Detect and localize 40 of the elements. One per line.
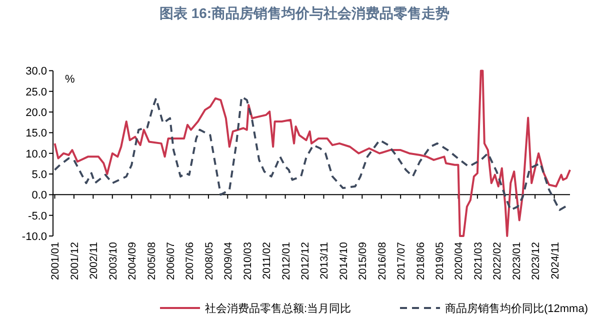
x-tick-label: 2016/08 (376, 242, 388, 280)
x-tick-label: 2011/02 (261, 242, 274, 280)
y-tick-label: 20.0 (26, 107, 47, 120)
x-tick-label: 2022/02 (492, 242, 504, 280)
x-tick-label: 2007/06 (184, 242, 196, 280)
x-tick-label: 2023/12 (530, 242, 542, 280)
x-tick-label: 2013/11 (318, 242, 331, 280)
x-tick-label: 2012/01 (280, 242, 292, 280)
x-tick-label: 2009/04 (222, 242, 235, 280)
x-tick-label: 2012/12 (300, 242, 312, 280)
x-tick-label: 2023/01 (510, 242, 523, 280)
y-tick-label: -5.0 (28, 210, 47, 222)
y-tick-label: 30.0 (26, 66, 47, 78)
x-tick-label: 2010/03 (242, 242, 254, 280)
x-tick-label: 2001/01 (50, 242, 62, 280)
x-tick-label: 2002/11 (88, 242, 100, 280)
x-tick-label: 2015/09 (357, 242, 370, 280)
x-tick-label: 2006/07 (165, 242, 178, 280)
y-axis-title: % (65, 74, 75, 86)
x-tick-label: 2008/05 (203, 242, 216, 280)
legend-label: 商品房销售均价同比(12mma) (445, 302, 588, 315)
x-tick-label: 2021/03 (472, 242, 484, 280)
y-tick-label: 10.0 (26, 148, 47, 160)
chart-title: 图表 16:商品房销售均价与社会消费品零售走势 (159, 5, 450, 21)
x-tick-label: 2014/10 (338, 242, 350, 280)
x-tick-label: 2018/06 (414, 242, 427, 280)
x-tick-label: 2019/05 (434, 242, 446, 280)
y-tick-label: -10.0 (22, 231, 47, 243)
x-tick-label: 2020/04 (453, 242, 466, 280)
x-tick-label: 2017/07 (396, 242, 408, 280)
y-tick-label: 25.0 (26, 86, 47, 98)
x-tick-label: 2004/09 (126, 242, 139, 280)
x-tick-label: 2003/10 (107, 242, 120, 280)
legend-label: 社会消费品零售总额:当月同比 (205, 302, 352, 315)
y-tick-label: 5.0 (32, 169, 47, 182)
x-tick-label: 2001/12 (68, 242, 81, 280)
x-tick-label: 2005/08 (146, 242, 158, 280)
y-tick-label: 15.0 (26, 128, 47, 140)
x-tick-label: 2024/11 (549, 242, 562, 280)
y-tick-label: 0.0 (32, 190, 47, 202)
